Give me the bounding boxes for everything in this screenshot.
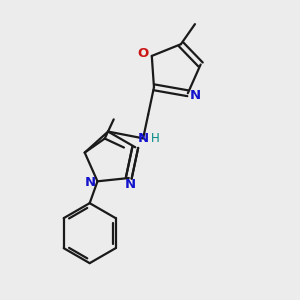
- Text: N: N: [85, 176, 96, 189]
- Text: H: H: [151, 132, 160, 145]
- Text: N: N: [190, 89, 201, 102]
- Text: N: N: [138, 132, 149, 145]
- Text: N: N: [124, 178, 136, 191]
- Text: O: O: [138, 47, 149, 61]
